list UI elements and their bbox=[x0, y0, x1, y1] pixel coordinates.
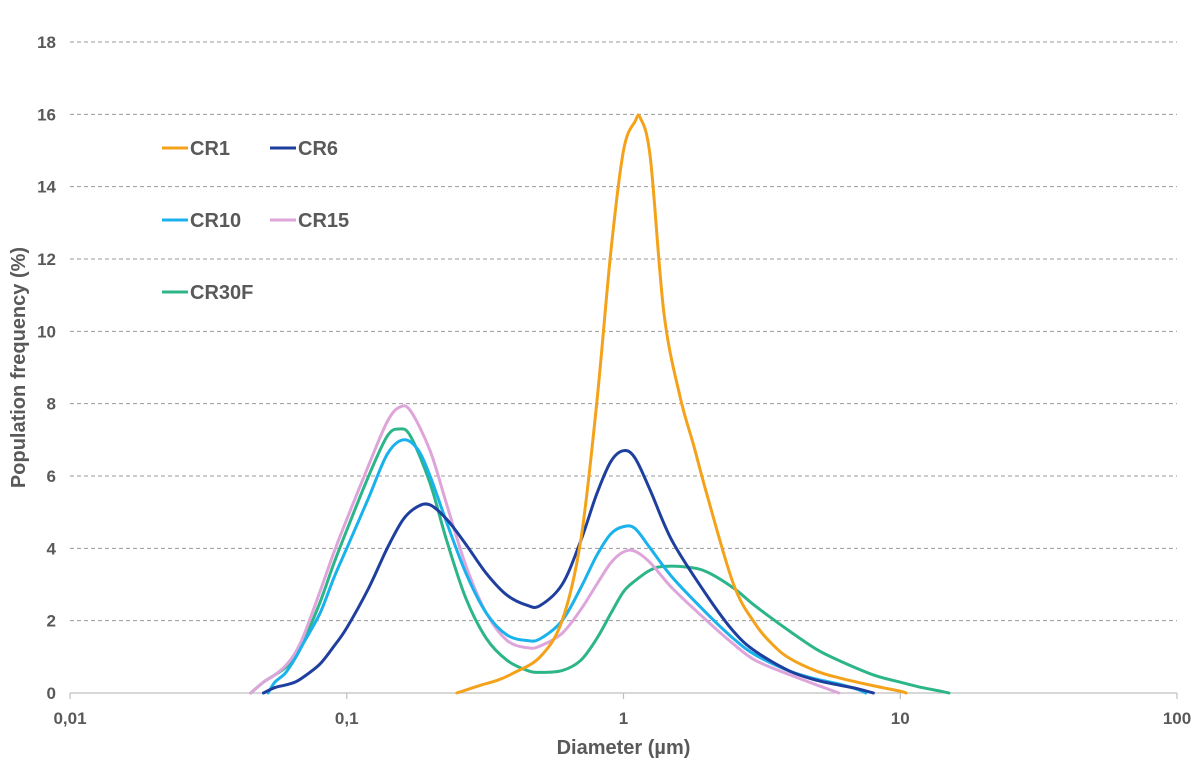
x-tick-label: 1 bbox=[619, 709, 628, 728]
y-tick-label: 18 bbox=[37, 33, 56, 52]
series-line-cr15 bbox=[249, 404, 841, 695]
y-tick-label: 6 bbox=[47, 467, 56, 486]
x-axis-title: Diameter (µm) bbox=[557, 737, 691, 759]
x-tick-label: 0,01 bbox=[53, 709, 86, 728]
series-line-cr1 bbox=[455, 113, 908, 695]
y-tick-label: 14 bbox=[37, 178, 56, 197]
y-tick-label: 8 bbox=[47, 395, 56, 414]
series-line-cr10 bbox=[266, 438, 868, 695]
y-tick-label: 0 bbox=[47, 684, 56, 703]
y-axis-title: Population frequency (%) bbox=[8, 247, 30, 488]
series-lines bbox=[249, 113, 951, 695]
legend-label-cr15: CR15 bbox=[298, 210, 349, 232]
x-tick-label: 100 bbox=[1163, 709, 1191, 728]
y-tick-label: 12 bbox=[37, 250, 56, 269]
series-line-cr30f bbox=[249, 427, 951, 695]
x-tick-label: 0,1 bbox=[335, 709, 359, 728]
y-axis-ticks: 0 2 4 6 8 10 12 14 16 18 bbox=[37, 33, 56, 703]
gridlines bbox=[70, 41, 1177, 622]
series-line-cr6 bbox=[261, 449, 875, 695]
legend-label-cr30f: CR30F bbox=[190, 282, 253, 304]
y-tick-label: 16 bbox=[37, 105, 56, 124]
y-tick-label: 2 bbox=[47, 612, 56, 631]
legend-label-cr6: CR6 bbox=[298, 138, 338, 160]
x-tick-label: 10 bbox=[891, 709, 910, 728]
x-axis-ticks: 0,01 0,1 1 10 100 bbox=[53, 693, 1191, 728]
legend: CR1 CR6 CR10 CR15 CR30F bbox=[162, 138, 349, 304]
y-tick-label: 10 bbox=[37, 322, 56, 341]
legend-label-cr10: CR10 bbox=[190, 210, 241, 232]
legend-label-cr1: CR1 bbox=[190, 138, 230, 160]
y-tick-label: 4 bbox=[47, 539, 57, 558]
